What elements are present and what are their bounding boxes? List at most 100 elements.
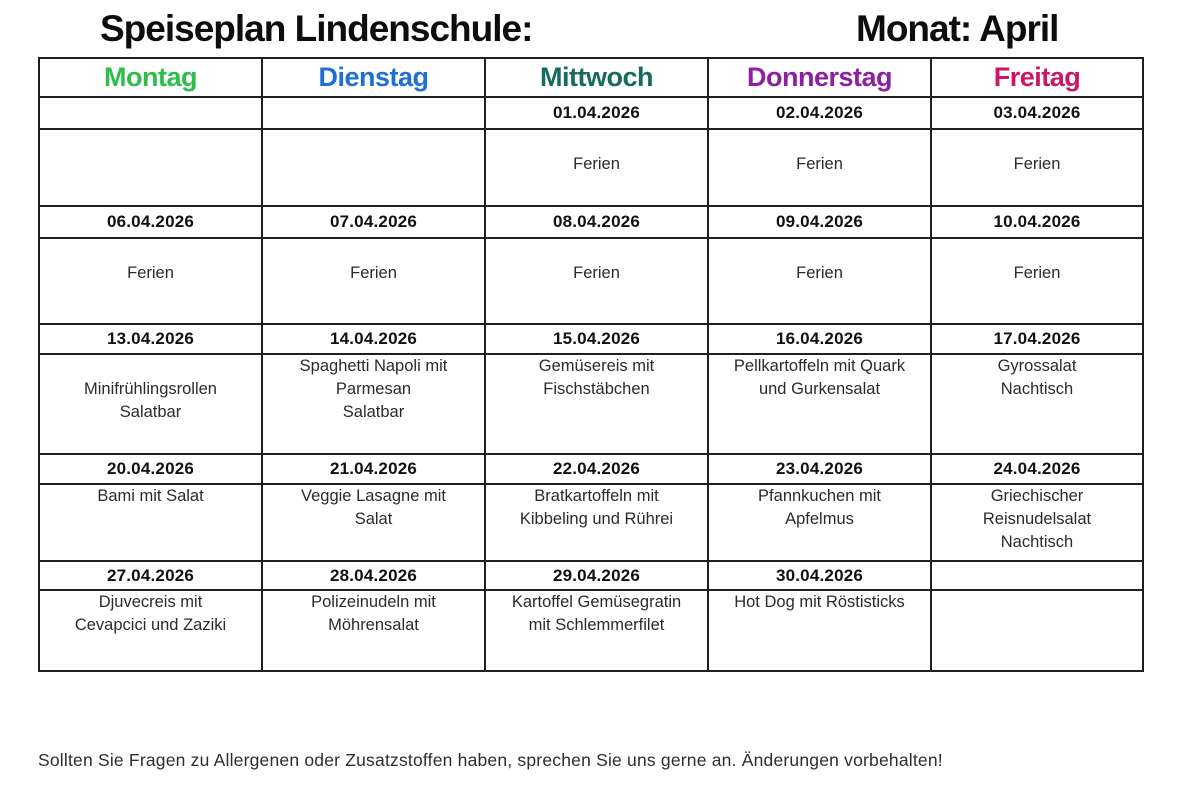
- meal-cell: [930, 589, 1144, 672]
- meal-blank-line: [487, 240, 706, 262]
- date-cell: 23.04.2026: [707, 453, 932, 485]
- meal-cell: Bami mit Salat: [38, 483, 263, 562]
- date-cell: [261, 96, 486, 130]
- meal-line: und Gurkensalat: [758, 380, 881, 398]
- meal-line: Fischstäbchen: [543, 380, 650, 398]
- date-cell: 17.04.2026: [930, 323, 1144, 355]
- meal-line: Spaghetti Napoli mit: [299, 357, 448, 375]
- meal-line: Ferien: [573, 264, 620, 282]
- date-cell: 06.04.2026: [38, 205, 263, 239]
- meal-line: Ferien: [796, 264, 843, 282]
- meal-line: mit Schlemmerfilet: [528, 616, 665, 634]
- meal-cell: [261, 128, 486, 207]
- day-header-donnerstag: Donnerstag: [707, 57, 932, 98]
- meal-row-week-4: Bami mit Salat Veggie Lasagne mit Salat Bra…: [38, 483, 1144, 562]
- meal-line: Veggie Lasagne mit: [301, 487, 446, 505]
- meal-line: Pellkartoffeln mit Quark: [733, 357, 906, 375]
- meal-cell: Bratkartoffeln mit Kibbeling und Rührei: [484, 483, 709, 562]
- meal-line: Ferien: [573, 155, 620, 173]
- month-title: Monat: April: [856, 8, 1059, 49]
- meal-blank-line: [487, 131, 706, 153]
- meal-line: Nachtisch: [1000, 380, 1074, 398]
- date-cell: [38, 96, 263, 130]
- day-header-montag: Montag: [38, 57, 263, 98]
- meal-cell: Ferien: [707, 237, 932, 325]
- meal-cell: Hot Dog mit Röstisticks: [707, 589, 932, 672]
- meal-line: Möhrensalat: [328, 616, 419, 634]
- date-row-week-5: 27.04.2026 28.04.2026 29.04.2026 30.04.2026: [38, 560, 1144, 591]
- meal-line: Salatbar: [119, 403, 182, 421]
- meal-line: Kibbeling und Rührei: [519, 510, 674, 528]
- meal-blank-line: [41, 240, 260, 262]
- date-cell: [930, 560, 1144, 591]
- meal-cell: Ferien: [930, 237, 1144, 325]
- meal-cell: Djuvecreis mit Cevapcici und Zaziki: [38, 589, 263, 672]
- meal-cell: Pellkartoffeln mit Quark und Gurkensalat: [707, 353, 932, 455]
- meal-cell: Ferien: [484, 237, 709, 325]
- meal-cell: Gemüsereis mit Fischstäbchen: [484, 353, 709, 455]
- date-cell: 29.04.2026: [484, 560, 709, 591]
- date-cell: 01.04.2026: [484, 96, 709, 130]
- meal-line: Bratkartoffeln mit: [534, 487, 659, 505]
- meal-line: Salatbar: [342, 403, 405, 421]
- meal-line: Gemüsereis mit: [538, 357, 655, 375]
- meal-cell: Minifrühlingsrollen Salatbar: [38, 353, 263, 455]
- meal-line: Kartoffel Gemüsegratin: [511, 593, 682, 611]
- meal-cell: Ferien: [707, 128, 932, 207]
- meal-cell: Gyrossalat Nachtisch: [930, 353, 1144, 455]
- meal-blank-line: [933, 240, 1141, 262]
- meal-blank-line: [41, 356, 260, 378]
- date-cell: 27.04.2026: [38, 560, 263, 591]
- meal-line: Salat: [354, 510, 393, 528]
- date-cell: 02.04.2026: [707, 96, 932, 130]
- date-cell: 22.04.2026: [484, 453, 709, 485]
- meal-line: Ferien: [1013, 264, 1061, 282]
- meal-line: Ferien: [127, 264, 174, 282]
- date-cell: 13.04.2026: [38, 323, 263, 355]
- day-header-dienstag: Dienstag: [261, 57, 486, 98]
- date-cell: 10.04.2026: [930, 205, 1144, 239]
- date-cell: 15.04.2026: [484, 323, 709, 355]
- date-row-week-4: 20.04.2026 21.04.2026 22.04.2026 23.04.2026…: [38, 453, 1144, 485]
- date-cell: 07.04.2026: [261, 205, 486, 239]
- meal-plan-table: Montag Dienstag Mittwoch Donnerstag Freitag …: [38, 57, 1144, 672]
- plan-title: Speiseplan Lindenschule:: [100, 8, 533, 49]
- meal-cell: Ferien: [484, 128, 709, 207]
- meal-cell: Polizeinudeln mit Möhrensalat: [261, 589, 486, 672]
- meal-line: Cevapcici und Zaziki: [74, 616, 227, 634]
- footer-note: Sollten Sie Fragen zu Allergenen oder Zu…: [38, 750, 943, 770]
- meal-row-week-2: Ferien Ferien Ferien Ferien Ferien: [38, 237, 1144, 325]
- meal-row-week-1: Ferien Ferien Ferien: [38, 128, 1144, 207]
- meal-line: Pfannkuchen mit: [758, 487, 881, 505]
- meal-cell: Ferien: [38, 237, 263, 325]
- meal-line: Gyrossalat: [997, 357, 1077, 375]
- meal-line: Parmesan: [335, 380, 412, 398]
- date-cell: 24.04.2026: [930, 453, 1144, 485]
- day-header-row: Montag Dienstag Mittwoch Donnerstag Freitag: [38, 57, 1144, 98]
- date-cell: 30.04.2026: [707, 560, 932, 591]
- date-cell: 03.04.2026: [930, 96, 1144, 130]
- date-cell: 20.04.2026: [38, 453, 263, 485]
- meal-cell: Veggie Lasagne mit Salat: [261, 483, 486, 562]
- meal-line: Ferien: [1013, 155, 1061, 173]
- meal-cell: Kartoffel Gemüsegratin mit Schlemmerfilet: [484, 589, 709, 672]
- date-cell: 09.04.2026: [707, 205, 932, 239]
- date-cell: 28.04.2026: [261, 560, 486, 591]
- meal-blank-line: [710, 131, 929, 153]
- date-row-week-3: 13.04.2026 14.04.2026 15.04.2026 16.04.2026…: [38, 323, 1144, 355]
- meal-cell: Griechischer Reisnudelsalat Nachtisch: [930, 483, 1144, 562]
- date-row-week-1: 01.04.2026 02.04.2026 03.04.2026: [38, 96, 1144, 130]
- day-header-freitag: Freitag: [930, 57, 1144, 98]
- meal-cell: Pfannkuchen mit Apfelmus: [707, 483, 932, 562]
- meal-line: Minifrühlingsrollen: [84, 380, 217, 398]
- meal-line: Hot Dog mit Röstisticks: [734, 593, 905, 611]
- date-cell: 14.04.2026: [261, 323, 486, 355]
- date-cell: 21.04.2026: [261, 453, 486, 485]
- date-row-week-2: 06.04.2026 07.04.2026 08.04.2026 09.04.2026…: [38, 205, 1144, 239]
- meal-line: Ferien: [350, 264, 397, 282]
- meal-cell: Spaghetti Napoli mit Parmesan Salatbar: [261, 353, 486, 455]
- meal-line: Ferien: [796, 155, 843, 173]
- meal-line: Bami mit Salat: [97, 487, 204, 505]
- meal-blank-line: [710, 240, 929, 262]
